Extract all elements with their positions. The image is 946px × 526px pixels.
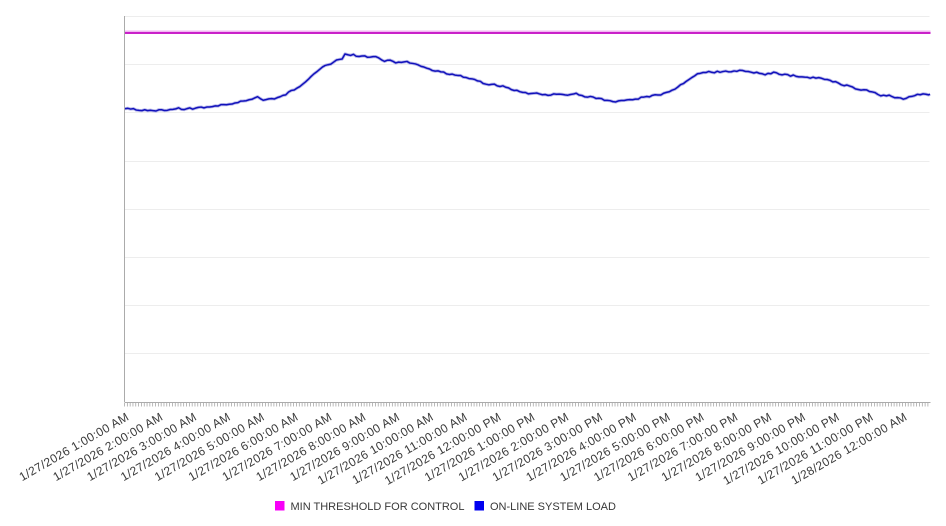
svg-text:MIN THRESHOLD FOR CONTROL: MIN THRESHOLD FOR CONTROL: [291, 501, 465, 513]
svg-text:ON-LINE SYSTEM LOAD: ON-LINE SYSTEM LOAD: [490, 501, 616, 513]
